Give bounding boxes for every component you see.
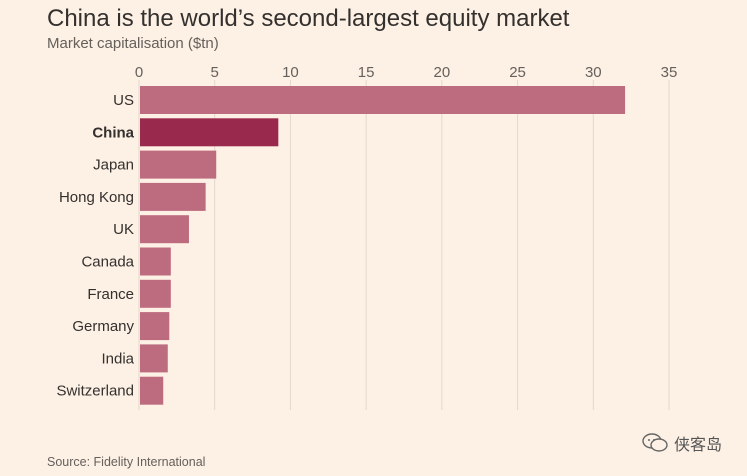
category-label: Switzerland (56, 383, 134, 400)
chart-title: China is the world’s second-largest equi… (47, 5, 570, 32)
bar-canada (140, 247, 171, 276)
x-tick-label: 35 (661, 64, 678, 81)
watermark: 侠客岛 (642, 431, 722, 455)
category-label: France (87, 286, 134, 303)
category-label: Germany (72, 318, 134, 335)
bar-uk (140, 215, 189, 244)
x-tick-label: 10 (282, 64, 299, 81)
category-label: UK (113, 221, 134, 238)
bar-france (140, 279, 171, 308)
category-label: China (92, 124, 134, 141)
watermark-text: 侠客岛 (674, 437, 723, 454)
category-label: Canada (81, 254, 134, 271)
x-axis-ticks: 0 5 10 15 20 25 30 35 (135, 64, 678, 81)
grid-lines (138, 80, 670, 410)
bar-china (140, 118, 279, 147)
source-note: Source: Fidelity International (47, 455, 206, 469)
bar-india (140, 344, 168, 373)
x-tick-label: 5 (211, 64, 219, 81)
bars (140, 86, 626, 405)
x-tick-label: 30 (585, 64, 602, 81)
x-tick-label: 20 (434, 64, 451, 81)
category-label: Hong Kong (59, 189, 134, 206)
bar-us (140, 86, 626, 114)
bar-hong-kong (140, 182, 206, 211)
x-tick-label: 0 (135, 64, 143, 81)
chat-bubble-icon (642, 433, 668, 452)
category-label: Japan (93, 157, 134, 174)
category-label: US (113, 92, 134, 109)
x-tick-label: 25 (509, 64, 526, 81)
chart-subtitle: Market capitalisation ($tn) (47, 35, 219, 52)
x-tick-label: 15 (358, 64, 375, 81)
bar-germany (140, 312, 170, 341)
bar-switzerland (140, 376, 164, 405)
category-labels: US China Japan Hong Kong UK Canada France Germa… (56, 92, 134, 400)
bar-japan (140, 150, 217, 179)
category-label: India (101, 350, 134, 367)
bar-chart: 0 5 10 15 20 25 30 35 US China Japan Hong Kong UK Ca… (56, 64, 678, 410)
